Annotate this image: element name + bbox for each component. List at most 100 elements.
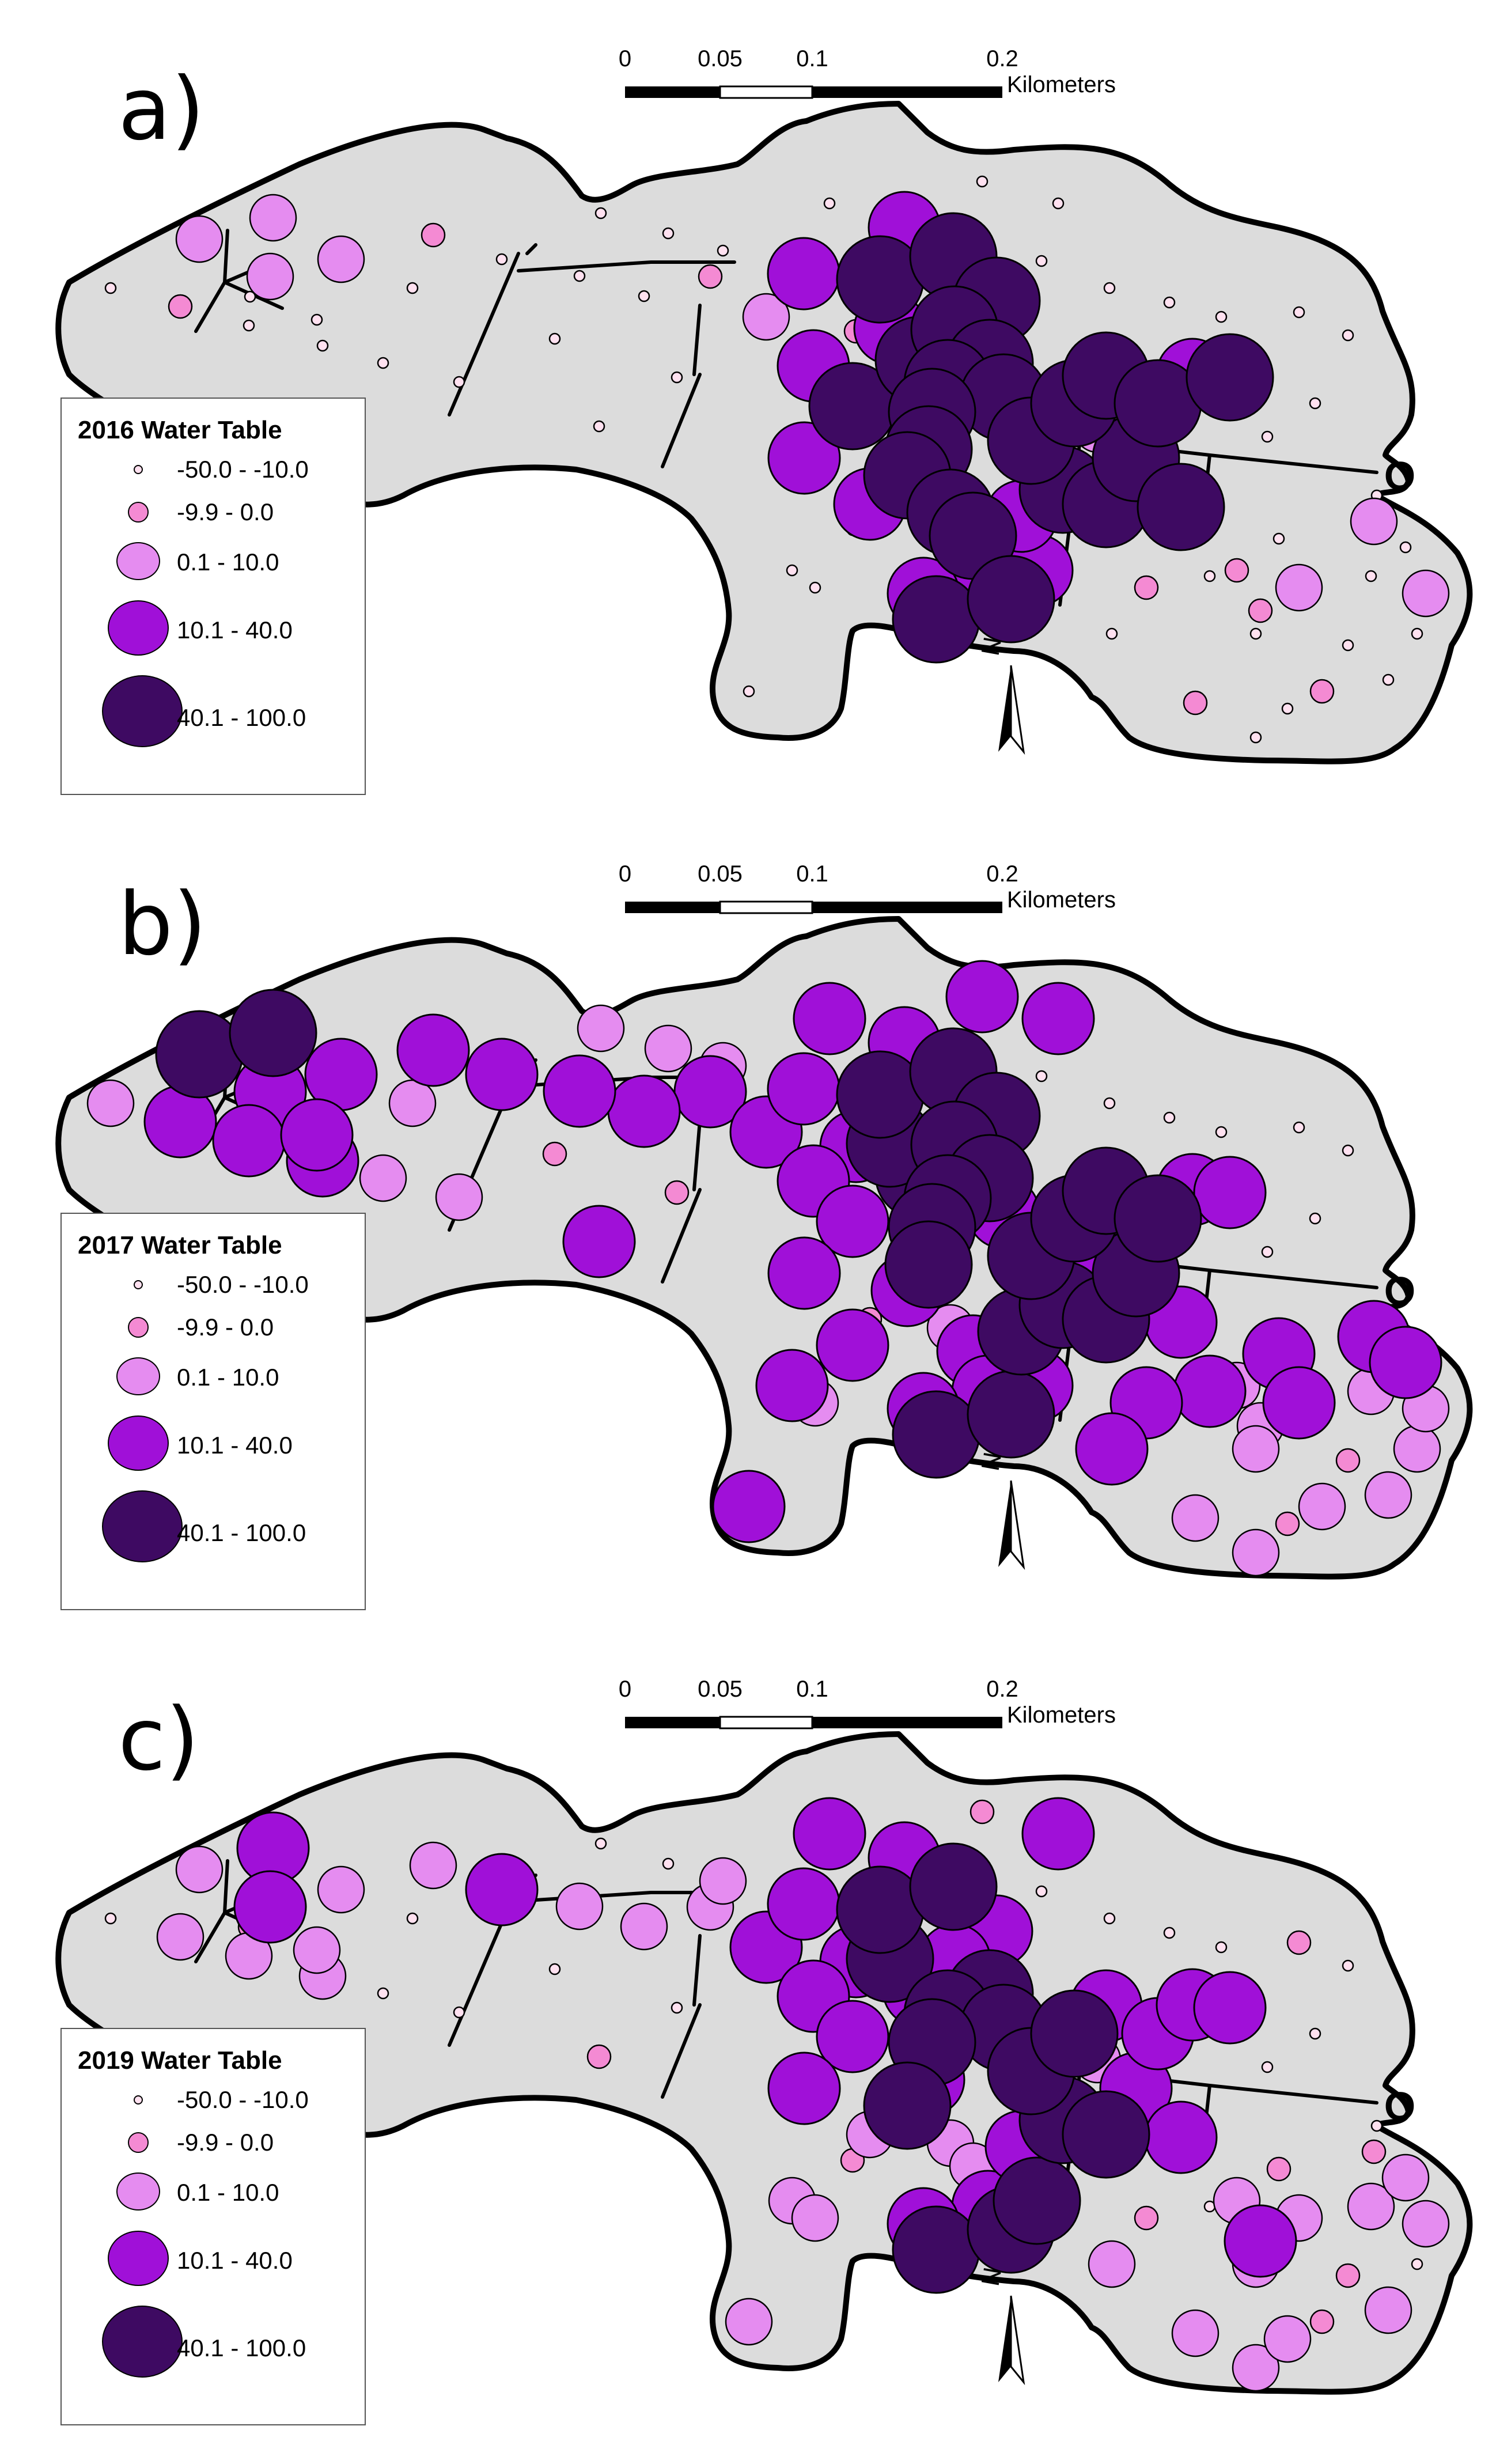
well-symbol bbox=[1215, 1126, 1228, 1138]
well-symbol bbox=[1035, 1885, 1048, 1898]
legend-symbol bbox=[128, 2132, 149, 2153]
well-symbol bbox=[1105, 627, 1118, 640]
panel-label: a) bbox=[118, 59, 205, 160]
well-symbol bbox=[1272, 532, 1285, 545]
drain-line bbox=[661, 1188, 702, 1284]
well-symbol bbox=[1173, 1354, 1247, 1428]
legend-label: 40.1 - 100.0 bbox=[177, 704, 306, 731]
well-symbol bbox=[1088, 2240, 1136, 2288]
well-symbol bbox=[594, 207, 607, 219]
well-symbol bbox=[1261, 1246, 1274, 1258]
well-symbol bbox=[1293, 1121, 1305, 1134]
well-symbol bbox=[1232, 2344, 1280, 2392]
scale-tick: 0.2 bbox=[986, 861, 1018, 887]
scale-unit: Kilometers bbox=[1007, 1702, 1116, 1728]
well-symbol bbox=[1364, 1471, 1412, 1519]
well-symbol bbox=[229, 989, 317, 1077]
well-symbol bbox=[1335, 1448, 1361, 1473]
well-symbol bbox=[816, 1308, 889, 1382]
drain-line bbox=[448, 252, 520, 417]
well-symbol bbox=[593, 420, 605, 433]
map-canvas-2017: ON bbox=[55, 916, 1473, 1580]
legend-title: 2019 Water Table bbox=[78, 2046, 282, 2075]
well-symbol bbox=[310, 313, 323, 326]
well-symbol bbox=[967, 555, 1055, 644]
well-symbol bbox=[1183, 690, 1208, 716]
scale-bar: 0 0.05 0.1 0.2 Kilometers bbox=[619, 1676, 1141, 1740]
well-symbol bbox=[1171, 1494, 1219, 1542]
well-symbol bbox=[1030, 1989, 1119, 2078]
well-symbol bbox=[435, 1173, 483, 1221]
legend-row: 0.1 - 10.0 bbox=[62, 2164, 361, 2211]
well-symbol bbox=[1163, 296, 1176, 309]
scale-unit: Kilometers bbox=[1007, 887, 1116, 913]
well-symbol bbox=[104, 282, 117, 294]
well-symbol bbox=[175, 215, 224, 263]
well-symbol bbox=[421, 222, 446, 248]
legend-label: 10.1 - 40.0 bbox=[177, 2247, 293, 2274]
map-canvas-2016: ON bbox=[55, 101, 1473, 764]
well-symbol bbox=[767, 2052, 841, 2125]
well-symbol bbox=[465, 1853, 539, 1926]
scale-tick: 0.2 bbox=[986, 46, 1018, 71]
well-symbol bbox=[1309, 1212, 1321, 1225]
well-symbol bbox=[1281, 702, 1294, 715]
well-symbol bbox=[1103, 1912, 1116, 1925]
scale-tick: 0.05 bbox=[698, 1676, 743, 1702]
legend-label: -9.9 - 0.0 bbox=[177, 498, 274, 525]
legend-label: -9.9 - 0.0 bbox=[177, 1314, 274, 1341]
well-symbol bbox=[317, 1865, 365, 1914]
well-symbol bbox=[280, 1098, 354, 1172]
scale-unit: Kilometers bbox=[1007, 72, 1116, 97]
well-symbol bbox=[1335, 2263, 1361, 2288]
drain-line bbox=[692, 304, 702, 376]
well-symbol bbox=[969, 1799, 995, 1825]
legend-2017: 2017 Water Table -50.0 - -10.0 -9.9 - 0.… bbox=[60, 1213, 366, 1610]
legend-label: 40.1 - 100.0 bbox=[177, 1519, 306, 1546]
well-symbol bbox=[743, 685, 755, 698]
well-symbol bbox=[465, 1038, 539, 1111]
well-symbol bbox=[1370, 2119, 1383, 2132]
legend-symbol bbox=[108, 2231, 169, 2286]
well-symbol bbox=[409, 1841, 457, 1890]
well-symbol bbox=[1402, 2200, 1450, 2248]
study-area-boundary bbox=[55, 101, 1473, 764]
well-symbol bbox=[1103, 282, 1116, 294]
well-symbol bbox=[453, 2006, 465, 2019]
legend-row: 40.1 - 100.0 bbox=[62, 672, 361, 747]
well-symbol bbox=[1035, 255, 1048, 267]
well-symbol bbox=[555, 1882, 604, 1931]
drain-line bbox=[517, 260, 736, 272]
legend-row: 0.1 - 10.0 bbox=[62, 1349, 361, 1395]
well-symbol bbox=[586, 2044, 612, 2069]
legend-label: -50.0 - -10.0 bbox=[177, 456, 309, 483]
well-symbol bbox=[1021, 1797, 1095, 1871]
legend-symbol bbox=[108, 600, 169, 656]
scale-tick: 0.05 bbox=[698, 861, 743, 887]
drain-line bbox=[692, 1934, 702, 2007]
well-symbol bbox=[1309, 2309, 1335, 2334]
well-symbol bbox=[1224, 2204, 1297, 2278]
well-symbol bbox=[1347, 2182, 1395, 2231]
well-symbol bbox=[816, 1184, 889, 1258]
well-symbol bbox=[1203, 570, 1216, 582]
well-symbol bbox=[717, 244, 729, 257]
well-symbol bbox=[548, 1963, 561, 1975]
well-symbol bbox=[1114, 1174, 1202, 1263]
well-symbol bbox=[233, 1870, 307, 1944]
legend-label: 40.1 - 100.0 bbox=[177, 2334, 306, 2361]
well-symbol bbox=[1163, 1926, 1176, 1939]
scale-bar-graphic bbox=[625, 85, 1002, 99]
legend-row: -50.0 - -10.0 bbox=[62, 1269, 361, 1315]
well-symbol bbox=[976, 175, 989, 188]
legend-row: 40.1 - 100.0 bbox=[62, 1488, 361, 1562]
well-symbol bbox=[1193, 1971, 1267, 2045]
well-symbol bbox=[155, 1010, 244, 1099]
well-symbol bbox=[1171, 2309, 1219, 2357]
well-symbol bbox=[377, 1987, 389, 2000]
map-canvas-2019: ON bbox=[55, 1731, 1473, 2395]
north-arrow-icon: N bbox=[976, 2265, 1025, 2386]
legend-row: 0.1 - 10.0 bbox=[62, 534, 361, 580]
well-symbol bbox=[1163, 1111, 1176, 1124]
well-symbol bbox=[1186, 333, 1274, 422]
